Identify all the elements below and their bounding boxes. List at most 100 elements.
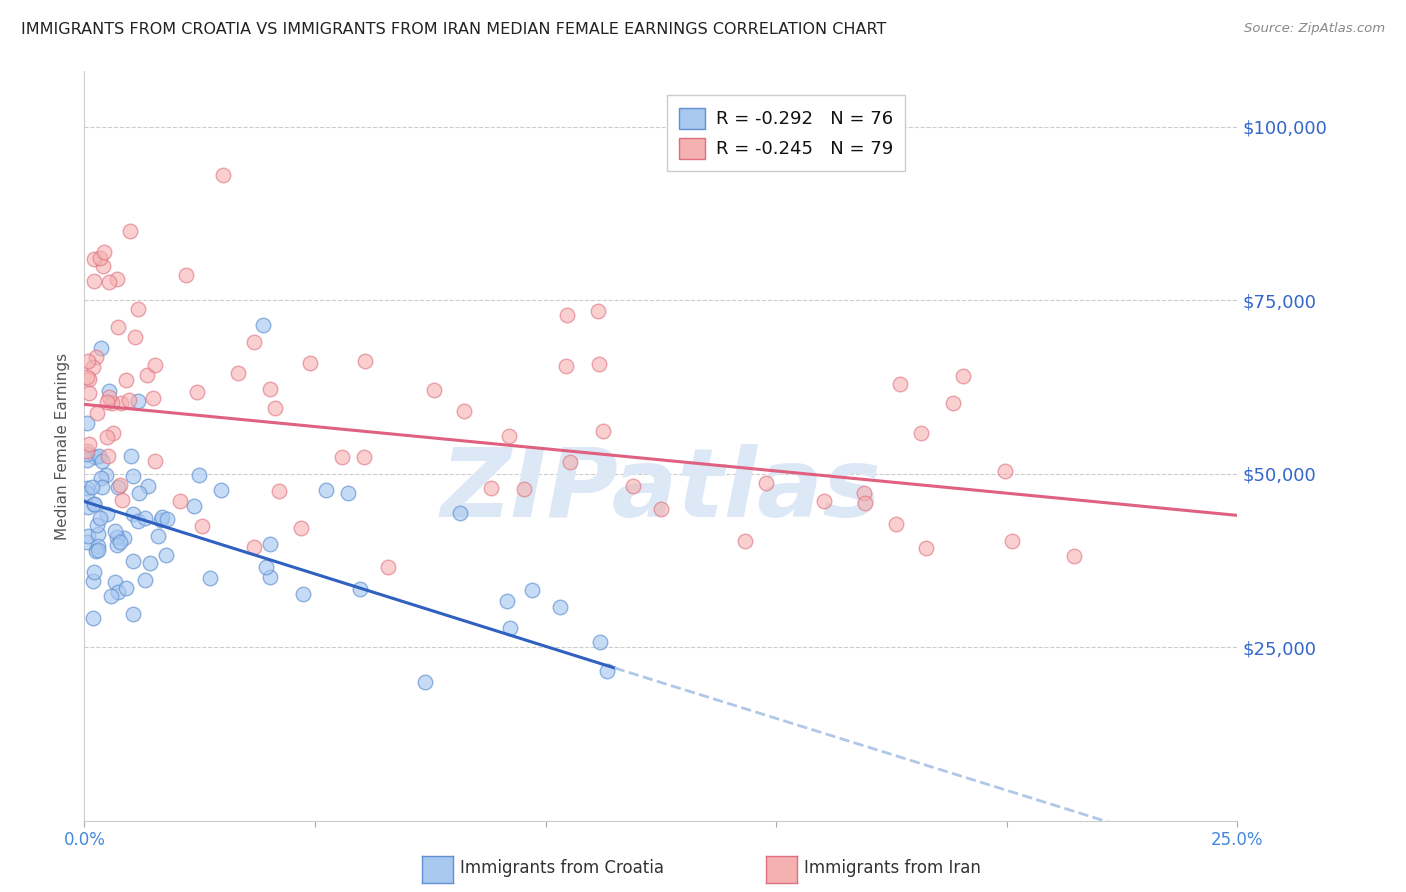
Point — [522, 583, 544, 598]
Point — [453, 404, 475, 418]
Point — [96, 430, 118, 444]
Point — [243, 335, 266, 350]
Point — [89, 251, 111, 265]
Point — [136, 368, 159, 382]
Point — [121, 469, 143, 483]
Point — [952, 368, 974, 383]
Point — [145, 358, 167, 372]
Point — [290, 521, 312, 535]
Point — [76, 481, 98, 495]
Point — [134, 510, 156, 524]
Point — [82, 359, 104, 374]
Point — [243, 541, 266, 555]
Point — [560, 455, 582, 469]
Point — [592, 425, 614, 439]
Point — [76, 486, 98, 500]
Point — [115, 373, 138, 387]
Point — [889, 377, 911, 392]
Point — [76, 447, 98, 461]
Point — [76, 416, 98, 430]
Point — [143, 454, 166, 468]
Point — [496, 593, 519, 607]
Point — [263, 401, 285, 415]
Point — [100, 589, 122, 603]
Text: Immigrants from Iran: Immigrants from Iran — [804, 859, 981, 877]
Point — [353, 450, 375, 465]
Point — [884, 516, 907, 531]
Point — [449, 506, 471, 520]
Text: IMMIGRANTS FROM CROATIA VS IMMIGRANTS FROM IRAN MEDIAN FEMALE EARNINGS CORRELATI: IMMIGRANTS FROM CROATIA VS IMMIGRANTS FR… — [21, 22, 886, 37]
Point — [83, 565, 105, 579]
Point — [83, 497, 105, 511]
Point — [127, 302, 149, 317]
Point — [150, 509, 173, 524]
Point — [108, 478, 131, 492]
Point — [299, 356, 322, 370]
Point — [115, 581, 138, 595]
Point — [150, 512, 173, 526]
Point — [80, 480, 103, 494]
Point — [101, 425, 124, 440]
Point — [83, 274, 105, 288]
Point — [186, 384, 208, 399]
Point — [413, 674, 436, 689]
Point — [910, 426, 932, 441]
Point — [77, 386, 100, 401]
Point — [76, 535, 98, 549]
Point — [127, 514, 149, 528]
Point — [104, 524, 127, 538]
Point — [254, 560, 277, 574]
Text: Immigrants from Croatia: Immigrants from Croatia — [460, 859, 664, 877]
Point — [120, 224, 142, 238]
Point — [1001, 533, 1024, 548]
Point — [93, 245, 115, 260]
Point — [138, 556, 160, 570]
Point — [87, 449, 110, 463]
Point — [122, 607, 145, 622]
Point — [156, 512, 179, 526]
Point — [755, 475, 778, 490]
Point — [89, 511, 111, 525]
Point — [105, 530, 128, 544]
Point — [211, 169, 233, 183]
Point — [813, 494, 835, 508]
Point — [76, 500, 98, 514]
Point — [122, 554, 145, 568]
Point — [315, 483, 337, 497]
Point — [942, 396, 965, 410]
Text: Source: ZipAtlas.com: Source: ZipAtlas.com — [1244, 22, 1385, 36]
Point — [98, 275, 121, 289]
Point — [107, 585, 129, 599]
Point — [621, 479, 644, 493]
Point — [77, 437, 100, 451]
Point — [337, 485, 360, 500]
Point — [252, 318, 274, 333]
Point — [104, 574, 127, 589]
Point — [198, 571, 221, 585]
Point — [110, 395, 132, 409]
Point — [97, 384, 120, 399]
Point — [259, 382, 281, 396]
Point — [994, 465, 1017, 479]
Point — [76, 444, 98, 458]
Point — [107, 480, 129, 494]
Point — [188, 467, 211, 482]
Point — [90, 342, 112, 356]
Y-axis label: Median Female Earnings: Median Female Earnings — [55, 352, 70, 540]
Point — [91, 480, 114, 494]
Point — [589, 635, 612, 649]
Point — [112, 531, 135, 545]
Point — [86, 406, 108, 420]
Point — [259, 537, 281, 551]
Point — [124, 330, 146, 344]
Point — [107, 320, 129, 334]
Point — [138, 479, 160, 493]
Point — [84, 544, 107, 558]
Point — [90, 471, 112, 485]
Point — [734, 534, 756, 549]
Point — [548, 599, 571, 614]
Point — [354, 353, 377, 368]
Point — [86, 518, 108, 533]
Point — [121, 507, 143, 521]
Point — [76, 370, 98, 384]
